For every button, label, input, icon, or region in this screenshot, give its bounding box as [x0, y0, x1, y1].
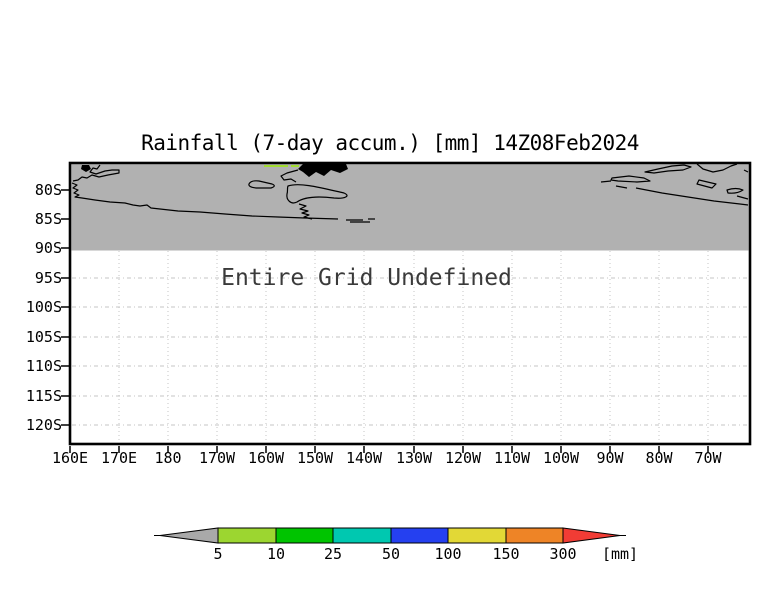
- colorbar-overflow-arrow: [562, 527, 621, 544]
- x-tick-label: 80W: [645, 449, 673, 467]
- colorbar-underflow-arrow: [159, 527, 219, 544]
- x-tick-label: 130W: [395, 449, 433, 467]
- y-tick-label: 105S: [25, 328, 62, 346]
- y-tick-label: 110S: [25, 357, 62, 375]
- grid-undefined-annotation: Entire Grid Undefined: [221, 265, 512, 291]
- colorbar-segment: [217, 527, 277, 544]
- axis-ticks: [61, 189, 709, 453]
- y-tick-label: 115S: [25, 387, 62, 405]
- x-tick-label: 110W: [493, 449, 531, 467]
- x-tick-label: 160E: [51, 449, 89, 467]
- colorbar-segment: [447, 527, 507, 544]
- colorbar-tick-label: 300: [549, 545, 577, 563]
- y-tick-label: 85S: [34, 210, 62, 228]
- colorbar-segment: [390, 527, 449, 544]
- colorbar-tick-label: 150: [492, 545, 520, 563]
- x-tick-label: 150W: [296, 449, 334, 467]
- x-tick-label: 70W: [694, 449, 722, 467]
- x-tick-label: 120W: [444, 449, 482, 467]
- y-tick-label: 95S: [34, 269, 62, 287]
- gridlines: [72, 251, 747, 442]
- colorbar-unit-label: [mm]: [601, 545, 639, 563]
- colorbar-tick-label: 10: [266, 545, 286, 563]
- colorbar-tick-label: 50: [381, 545, 401, 563]
- colorbar-segment: [332, 527, 392, 544]
- plot-title: Rainfall (7-day accum.) [mm] 14Z08Feb202…: [141, 131, 639, 155]
- colorbar-tick-label: 100: [434, 545, 462, 563]
- x-tick-label: 180: [154, 449, 182, 467]
- x-tick-label: 170E: [100, 449, 138, 467]
- colorbar-tick-label: 25: [323, 545, 343, 563]
- y-tick-label: 100S: [25, 298, 62, 316]
- colorbar: [154, 527, 626, 544]
- x-tick-label: 100W: [542, 449, 580, 467]
- x-tick-label: 90W: [596, 449, 624, 467]
- colorbar-tick-label: 5: [213, 545, 223, 563]
- colorbar-segment: [275, 527, 334, 544]
- colorbar-segment: [505, 527, 564, 544]
- coastlines: [71, 163, 749, 223]
- x-tick-label: 140W: [345, 449, 383, 467]
- x-tick-label: 170W: [198, 449, 236, 467]
- undefined-region-band: [71, 164, 749, 251]
- y-tick-label: 90S: [34, 239, 62, 257]
- x-tick-label: 160W: [247, 449, 285, 467]
- y-tick-label: 120S: [25, 416, 62, 434]
- y-tick-label: 80S: [34, 181, 62, 199]
